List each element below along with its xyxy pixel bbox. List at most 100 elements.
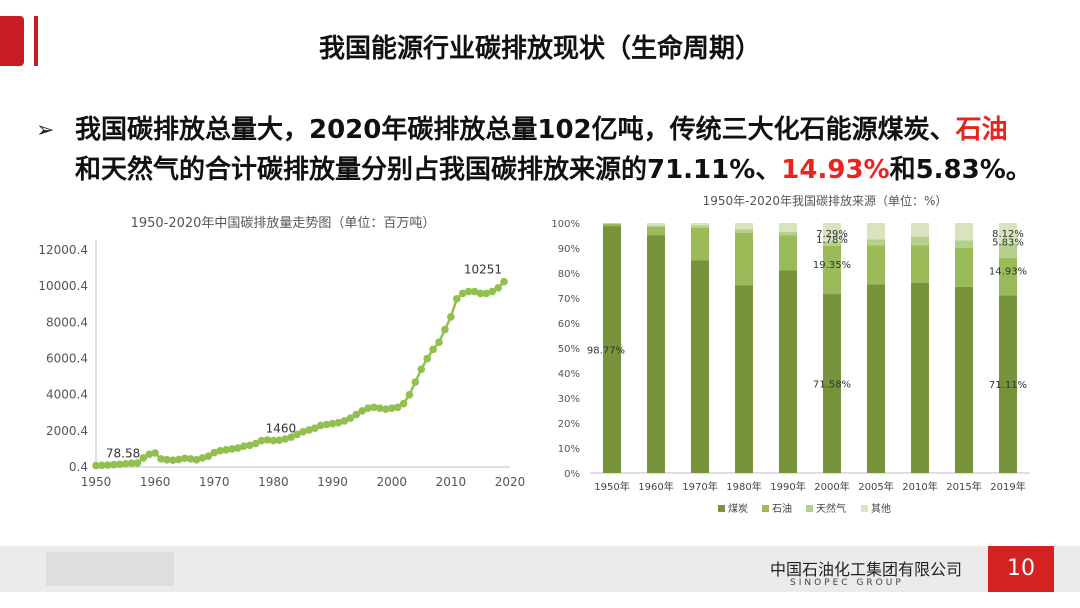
bar-segment-石油 — [999, 257, 1017, 296]
bar-segment-天然气 — [955, 240, 973, 248]
bar-chart-y-tick: 90% — [558, 244, 580, 255]
emission-data-point — [204, 452, 213, 460]
emission-data-point — [175, 455, 183, 464]
bar-segment-天然气 — [779, 231, 797, 236]
legend-swatch-石油 — [762, 505, 769, 512]
bar-segment-煤炭 — [911, 283, 929, 473]
bar-segment-其他 — [691, 223, 709, 226]
emission-data-point — [133, 459, 142, 467]
bar-segment-其他 — [823, 223, 841, 242]
emission-data-point — [121, 459, 130, 468]
line-chart-x-tick: 1960 — [140, 475, 171, 489]
logo-mark — [0, 16, 24, 66]
emission-data-point — [423, 354, 432, 363]
legend-swatch-煤炭 — [718, 505, 725, 512]
footer-placeholder — [46, 552, 174, 586]
line-chart-y-tick: 2000.4 — [46, 424, 88, 438]
bullet-line2-prefix: 和天然气的合计碳排放量分别占我国碳排放来源的71.11%、 — [75, 155, 782, 185]
emission-data-point — [299, 427, 307, 436]
emission-data-point — [234, 444, 242, 452]
emission-data-point — [500, 277, 508, 286]
bar-chart-y-tick: 20% — [558, 419, 580, 430]
legend-swatch-天然气 — [806, 505, 813, 512]
bullet-line2-suffix: 和5.83%。 — [889, 155, 1032, 185]
bar-data-label: 71.58% — [813, 380, 851, 391]
emission-data-point — [169, 456, 177, 464]
bar-segment-天然气 — [999, 243, 1017, 258]
bar-segment-石油 — [603, 223, 621, 227]
emission-data-point — [393, 403, 402, 412]
bar-data-label: 19.35% — [813, 260, 851, 271]
emission-data-point — [482, 289, 491, 298]
emission-data-point — [358, 407, 366, 415]
emission-data-point — [163, 455, 171, 464]
bar-segment-石油 — [691, 228, 709, 261]
bar-segment-石油 — [911, 245, 929, 283]
bullet-line1-prefix: 我国碳排放总量大，2020年碳排放总量102亿吨，传统三大化石能源煤炭、 — [75, 115, 956, 145]
bullet-text: 我国碳排放总量大，2020年碳排放总量102亿吨，传统三大化石能源煤炭、石油 和… — [75, 110, 1050, 190]
emission-data-point — [245, 441, 254, 450]
bar-segment-其他 — [867, 223, 885, 240]
bar-segment-石油 — [779, 235, 797, 271]
emission-data-point — [452, 295, 461, 303]
logo-bar — [34, 16, 38, 66]
bar-segment-石油 — [735, 233, 753, 286]
bar-data-label: 98.77% — [587, 346, 625, 357]
bar-segment-其他 — [955, 223, 973, 241]
emission-data-point — [287, 433, 295, 441]
bar-segment-煤炭 — [647, 235, 665, 473]
bar-data-label: 71.11% — [989, 380, 1027, 391]
legend-label: 天然气 — [816, 502, 846, 515]
company-name-en: SINOPEC GROUP — [790, 578, 904, 588]
bar-chart-x-tick: 2019年 — [990, 480, 1025, 493]
line-chart-x-tick: 1970 — [199, 475, 230, 489]
emission-data-point — [488, 287, 497, 296]
emission-data-point — [198, 454, 207, 462]
bar-segment-煤炭 — [999, 295, 1017, 473]
line-chart-x-tick: 1990 — [317, 475, 348, 489]
bar-data-label: 14.93% — [989, 267, 1027, 278]
line-chart-y-tick: 6000.4 — [46, 352, 88, 366]
bullet-arrow-icon: ➢ — [36, 118, 55, 143]
emission-data-point — [411, 378, 420, 386]
bar-segment-煤炭 — [867, 284, 885, 473]
line-chart-data-label: 10251 — [464, 263, 502, 277]
legend-label: 其他 — [871, 502, 891, 515]
emission-data-point — [269, 436, 278, 445]
emission-data-point — [251, 439, 260, 448]
emission-data-point — [263, 436, 272, 444]
emission-data-point — [157, 455, 165, 463]
emission-data-point — [346, 414, 355, 422]
emission-data-point — [464, 287, 473, 296]
bar-segment-其他 — [647, 223, 665, 226]
emission-data-point — [98, 461, 106, 470]
bar-segment-煤炭 — [735, 285, 753, 473]
line-chart-y-tick: 12000.4 — [38, 243, 88, 257]
emission-data-point — [192, 455, 201, 464]
line-chart-x-tick: 2000 — [376, 475, 407, 489]
emission-data-point — [281, 435, 290, 443]
line-chart-y-tick: 4000.4 — [46, 388, 88, 402]
emission-data-point — [151, 449, 159, 457]
emission-data-point — [417, 365, 426, 374]
legend-swatch-其他 — [861, 505, 868, 512]
bar-segment-煤炭 — [691, 260, 709, 473]
line-chart-x-tick: 2010 — [436, 475, 467, 489]
emission-source-bar-chart: 1950年-2020年我国碳排放来源（单位：%） 100% 90% 80% 70% 60%… — [551, 193, 1030, 515]
emission-data-point — [441, 325, 449, 334]
bar-segment-天然气 — [691, 225, 709, 228]
bar-data-label: 7.29% — [816, 229, 848, 240]
company-name: 中国石油化工集团有限公司 — [770, 560, 963, 579]
emission-data-point — [370, 403, 378, 412]
line-chart-y-tick: 10000.4 — [38, 279, 88, 293]
emission-data-point — [476, 289, 485, 298]
bar-chart-y-tick: 10% — [558, 444, 580, 455]
bar-segment-石油 — [647, 226, 665, 236]
emission-data-point — [104, 461, 112, 469]
bar-data-label: 5.83% — [992, 237, 1024, 248]
bar-chart-x-tick: 2015年 — [946, 480, 981, 493]
emission-series-line — [95, 280, 506, 467]
bar-segment-天然气 — [823, 241, 841, 246]
emission-data-point — [293, 430, 301, 439]
bar-segment-石油 — [823, 245, 841, 295]
